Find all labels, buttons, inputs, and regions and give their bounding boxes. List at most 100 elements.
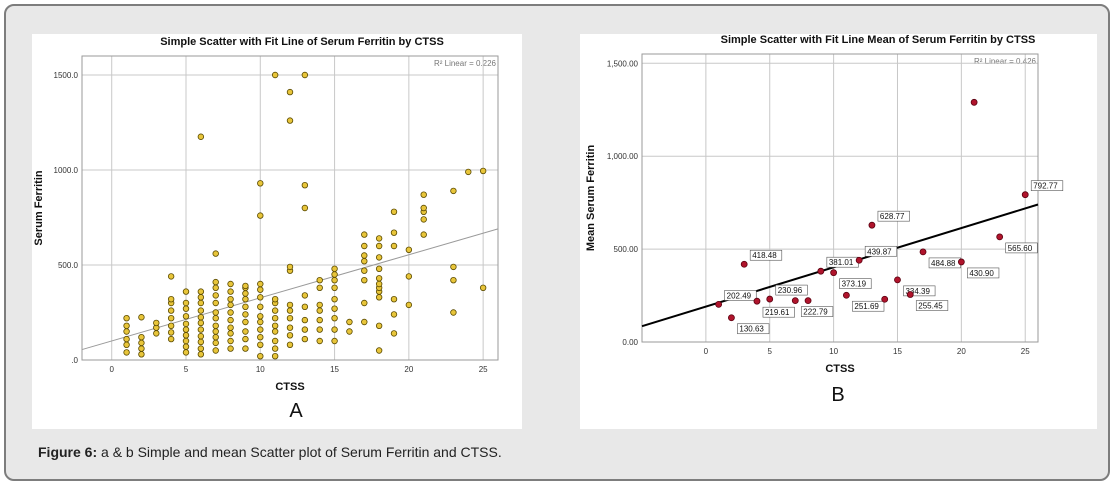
data-point <box>257 294 264 301</box>
data-point <box>316 337 323 345</box>
x-tick-label: 5 <box>768 347 773 356</box>
data-point <box>257 303 264 310</box>
data-point <box>153 330 160 337</box>
data-point <box>197 338 205 346</box>
data-label-box <box>864 245 898 257</box>
data-point <box>212 309 219 316</box>
data-point <box>390 208 398 215</box>
data-point <box>390 296 398 303</box>
data-point <box>227 288 234 295</box>
data-point <box>301 316 309 324</box>
data-point <box>197 333 205 340</box>
x-tick-label: 20 <box>404 365 413 374</box>
data-point <box>212 339 219 347</box>
data-point <box>957 258 965 266</box>
data-point <box>197 351 205 358</box>
data-label-box <box>877 210 910 222</box>
data-point <box>479 167 487 175</box>
data-point <box>375 242 383 250</box>
data-point <box>271 328 279 335</box>
chart-title: Simple Scatter with Fit Line of Serum Fe… <box>160 36 444 48</box>
data-point <box>271 322 279 329</box>
x-axis-label: CTSS <box>275 381 304 393</box>
data-point <box>138 334 145 341</box>
data-point <box>420 191 427 198</box>
data-point <box>167 335 175 343</box>
caption-label: Figure 6: <box>38 444 98 460</box>
data-point <box>271 71 279 79</box>
data-point <box>197 307 205 314</box>
data-point <box>182 332 190 339</box>
data-point <box>197 299 205 307</box>
data-point <box>301 326 309 333</box>
data-label-box <box>737 323 770 335</box>
figure-frame: Simple Scatter with Fit Line of Serum Fe… <box>4 4 1110 481</box>
data-point <box>331 337 338 345</box>
data-point <box>123 328 130 335</box>
x-tick-label: 15 <box>893 347 902 356</box>
y-tick-label: 1,000.00 <box>607 152 639 161</box>
chart-title: Simple Scatter with Fit Line Mean of Ser… <box>721 34 1036 46</box>
data-point <box>138 339 145 347</box>
data-point <box>138 351 145 358</box>
data-point <box>361 257 368 265</box>
data-point <box>227 296 234 303</box>
data-point <box>450 276 457 284</box>
data-point <box>286 88 294 96</box>
data-point <box>1021 191 1029 199</box>
x-tick-label: 25 <box>479 365 488 374</box>
data-point <box>212 299 219 307</box>
data-point <box>182 337 190 345</box>
panel-letter: A <box>289 400 303 422</box>
data-point <box>212 250 219 257</box>
data-point <box>361 231 368 238</box>
data-point <box>167 273 175 280</box>
data-point <box>212 278 219 286</box>
data-point <box>740 260 748 268</box>
data-point <box>271 337 279 345</box>
data-label: 334.39 <box>905 287 930 296</box>
data-point <box>331 326 338 333</box>
data-point <box>182 343 190 350</box>
data-point <box>227 337 234 345</box>
x-axis-label: CTSS <box>825 363 854 375</box>
data-point <box>804 297 812 305</box>
data-label: 484.88 <box>931 259 956 268</box>
data-point <box>346 318 353 326</box>
data-point <box>894 276 901 284</box>
data-point <box>316 326 323 333</box>
data-point <box>212 328 219 335</box>
data-point <box>450 263 457 271</box>
data-point <box>316 301 323 309</box>
r2-label: R² Linear = 0.226 <box>434 59 497 68</box>
data-point <box>361 299 368 307</box>
data-point <box>420 231 427 238</box>
data-point <box>286 263 294 271</box>
data-point <box>766 295 774 303</box>
data-point <box>316 284 323 291</box>
data-point <box>479 284 487 291</box>
data-point <box>301 204 309 212</box>
data-point <box>182 299 190 307</box>
data-point <box>301 335 309 343</box>
data-label-box <box>915 300 949 311</box>
data-point <box>182 320 190 328</box>
data-point <box>271 353 279 360</box>
data-point <box>257 318 264 326</box>
data-point <box>286 324 294 331</box>
data-point <box>361 276 368 284</box>
data-point <box>182 326 190 333</box>
data-label-box <box>967 267 1000 279</box>
data-label-box <box>1030 180 1064 191</box>
x-tick-label: 15 <box>330 365 339 374</box>
x-tick-label: 0 <box>109 365 114 374</box>
data-point <box>212 322 219 329</box>
panel-letter: B <box>831 384 844 406</box>
data-label-box <box>775 284 808 296</box>
data-point <box>715 300 723 308</box>
data-point <box>375 275 383 282</box>
data-point <box>420 204 427 212</box>
data-point <box>242 311 249 318</box>
data-point <box>390 242 398 250</box>
chart-b-svg: Simple Scatter with Fit Line Mean of Ser… <box>585 34 1064 406</box>
